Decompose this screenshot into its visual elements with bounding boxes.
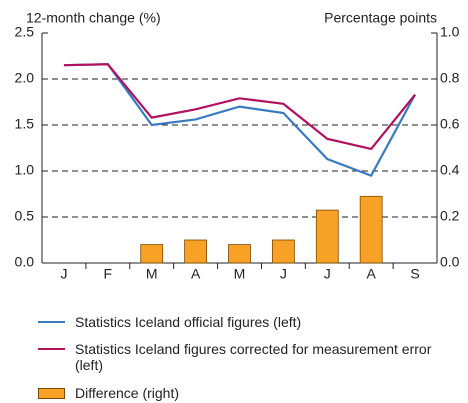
x-tick-label: F — [104, 266, 113, 282]
legend-item: Statistics Iceland figures corrected for… — [38, 341, 460, 373]
legend-swatch — [38, 348, 65, 350]
line — [63, 63, 417, 177]
y-tick-label: 2.5 — [15, 24, 35, 40]
line — [63, 63, 416, 151]
legend-item: Difference (right) — [38, 385, 460, 401]
legend-label: Statistics Iceland figures corrected for… — [75, 341, 432, 373]
y2-tick-label: 0.6 — [440, 116, 460, 132]
bar — [184, 239, 208, 264]
y2-tick-label: 0.8 — [440, 70, 460, 86]
x-tick-label: M — [146, 266, 158, 282]
y-tick-label: 1.0 — [15, 162, 35, 178]
x-tick-label: M — [234, 266, 246, 282]
legend-swatch — [38, 388, 65, 399]
x-tick-label: J — [324, 266, 331, 282]
y-tick-label: 1.5 — [15, 116, 35, 132]
y-axis-label: 12-month change (%) — [26, 10, 161, 26]
chart: 12-month change (%) Percentage points 0.… — [15, 10, 460, 282]
y-tick-label: 0.0 — [15, 254, 35, 270]
bar — [315, 209, 339, 264]
bar — [140, 244, 164, 264]
y2-tick-label: 0.4 — [440, 162, 460, 178]
bar — [271, 239, 295, 264]
y-tick-label: 2.0 — [15, 70, 35, 86]
legend-swatch — [38, 321, 65, 323]
x-tick-label: S — [410, 266, 419, 282]
x-tick-label: J — [280, 266, 287, 282]
legend-label: Difference (right) — [75, 385, 180, 401]
y-tick-label: 0.5 — [15, 208, 35, 224]
y2-tick-label: 0.2 — [440, 208, 460, 224]
y2-axis-label: Percentage points — [324, 10, 437, 26]
x-tick-label: A — [191, 266, 201, 282]
legend-item: Statistics Iceland official figures (lef… — [38, 314, 460, 330]
bar — [359, 195, 383, 264]
x-tick-label: A — [366, 266, 376, 282]
y2-tick-label: 1.0 — [440, 24, 460, 40]
bar — [228, 244, 251, 264]
x-tick-label: J — [60, 266, 67, 282]
y2-tick-label: 0.0 — [440, 254, 460, 270]
legend-label: Statistics Iceland official figures (lef… — [75, 314, 302, 330]
